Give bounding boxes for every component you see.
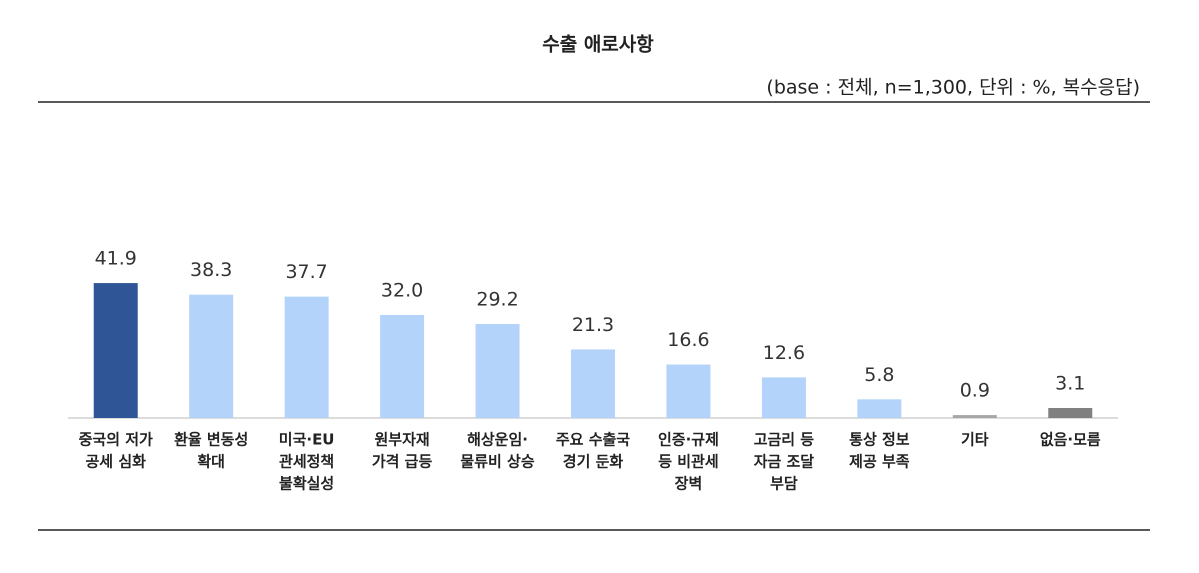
bar [571, 349, 615, 418]
value-label: 12.6 [763, 342, 805, 364]
x-tick-label: 등 비관세 [658, 453, 718, 471]
value-label: 16.6 [667, 329, 709, 351]
bar [761, 377, 806, 418]
value-label: 32.0 [381, 279, 423, 301]
bar [666, 364, 711, 418]
x-tick-label: 관세정책 [279, 453, 334, 471]
bar [380, 314, 425, 418]
x-tick-label: 고금리 등 [754, 431, 815, 449]
bar [93, 283, 138, 418]
value-label: 37.7 [285, 261, 327, 283]
x-tick-label: 원부자재 [374, 431, 429, 449]
bar [284, 296, 329, 418]
bar [857, 399, 902, 418]
x-tick-label: 확대 [197, 453, 225, 471]
x-tick-label: 환율 변동성 [174, 431, 248, 449]
value-label: 41.9 [95, 248, 137, 270]
x-tick-label: 불확실성 [279, 475, 334, 493]
x-tick-label: 부담 [770, 475, 798, 493]
value-label: 5.8 [864, 364, 894, 386]
x-tick-label: 없음·모름 [1040, 431, 1101, 449]
x-tick-label: 통상 정보 [849, 431, 910, 449]
x-tick-label: 주요 수출국 [556, 431, 630, 449]
x-tick-label: 공세 심화 [86, 453, 147, 471]
value-label: 29.2 [476, 288, 518, 310]
bar [1048, 408, 1093, 418]
x-tick-label: 자금 조달 [754, 453, 815, 471]
x-tick-label: 제공 부족 [849, 453, 910, 471]
chart-subtitle: (base : 전체, n=1,300, 단위 : %, 복수응답) [766, 77, 1140, 99]
x-tick-label: 가격 급등 [372, 453, 433, 471]
bar [952, 415, 997, 418]
bar [475, 323, 520, 418]
x-tick-label: 해상운임· [467, 431, 528, 449]
value-label: 3.1 [1055, 373, 1085, 395]
chart-title: 수출 애로사항 [542, 34, 654, 56]
x-tick-label: 기타 [961, 431, 989, 449]
value-label: 38.3 [190, 259, 232, 281]
x-tick-label: 장벽 [675, 475, 703, 493]
x-tick-label: 중국의 저가 [79, 431, 153, 449]
value-label: 21.3 [572, 314, 614, 336]
bar [189, 294, 234, 418]
x-tick-label: 물류비 상승 [460, 453, 534, 471]
x-tick-label: 미국·EU [279, 431, 335, 449]
x-tick-label: 경기 둔화 [563, 453, 624, 471]
value-label: 0.9 [960, 380, 990, 402]
x-tick-label: 인증·규제 [658, 431, 719, 449]
